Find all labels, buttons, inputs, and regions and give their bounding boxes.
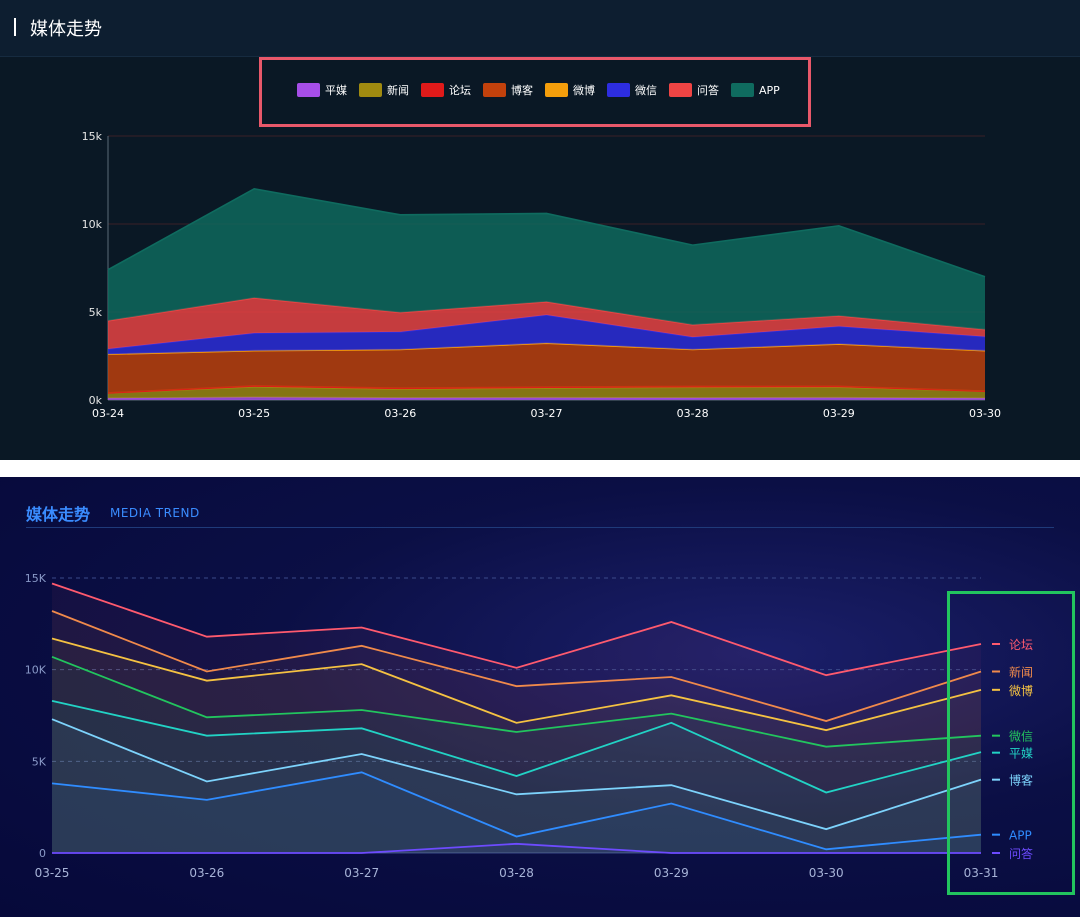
legend-item-微信[interactable]: 微信 xyxy=(607,83,657,97)
legend-label: 新闻 xyxy=(387,83,409,97)
x-tick-label: 03-24 xyxy=(92,407,124,420)
legend-item-微信[interactable]: 微信 xyxy=(992,730,1033,744)
top-chart-title: 媒体走势 xyxy=(30,19,102,40)
legend-label: 平媒 xyxy=(1009,747,1033,761)
bottom-chart-title: 媒体走势 xyxy=(26,505,91,524)
legend-label: APP xyxy=(759,84,780,97)
area-line-APP xyxy=(107,187,986,278)
x-tick-label: 03-27 xyxy=(344,866,379,880)
bottom-chart-panel: 媒体走势 MEDIA TREND 0 5K 10K 15K 03-25 03-26 03-2… xyxy=(0,477,1080,917)
legend-swatch xyxy=(297,83,320,97)
legend-swatch xyxy=(731,83,754,97)
area-series-博客[interactable] xyxy=(108,343,985,393)
x-tick-label: 03-25 xyxy=(35,866,70,880)
title-divider xyxy=(26,527,1054,528)
legend-swatch xyxy=(607,83,630,97)
legend-item-微博[interactable]: 微博 xyxy=(545,83,595,97)
legend-item-博客[interactable]: 博客 xyxy=(483,83,533,97)
y-tick-label: 5k xyxy=(89,306,103,319)
legend-label: 问答 xyxy=(697,83,719,97)
legend-swatch xyxy=(545,83,568,97)
area-series-新闻[interactable] xyxy=(108,386,985,399)
legend-label: 新闻 xyxy=(1009,665,1033,680)
x-tick-label: 03-25 xyxy=(238,407,270,420)
legend-item-新闻[interactable]: 新闻 xyxy=(359,83,409,97)
line-fill-问答 xyxy=(52,843,981,853)
line-series-微博[interactable] xyxy=(51,637,982,732)
x-tick-label: 03-27 xyxy=(531,407,563,420)
legend-label: 论坛 xyxy=(449,83,471,97)
line-fill-APP xyxy=(52,772,981,853)
legend-highlight-box xyxy=(947,591,1075,895)
legend-label: 问答 xyxy=(1009,846,1033,861)
legend-label: 博客 xyxy=(1009,773,1033,788)
line-series-新闻[interactable] xyxy=(51,610,982,722)
legend-item-新闻[interactable]: 新闻 xyxy=(992,665,1033,680)
legend-label: 博客 xyxy=(511,83,533,97)
legend-item-APP[interactable]: APP xyxy=(731,83,780,97)
legend-label: 微博 xyxy=(573,83,595,97)
y-tick-label: 0 xyxy=(39,847,46,860)
top-panel-header: 媒体走势 xyxy=(0,0,1080,57)
y-tick-label: 5K xyxy=(32,755,47,768)
legend-item-问答[interactable]: 问答 xyxy=(992,846,1033,861)
title-accent-bar xyxy=(14,18,16,36)
line-fill-博客 xyxy=(52,719,981,853)
legend-label: 微博 xyxy=(1009,683,1033,698)
legend-item-论坛[interactable]: 论坛 xyxy=(421,83,471,97)
legend-item-平媒[interactable]: 平媒 xyxy=(297,83,347,97)
x-tick-label: 03-26 xyxy=(189,866,224,880)
legend-swatch xyxy=(483,83,506,97)
area-series-APP[interactable] xyxy=(108,188,985,330)
x-tick-label: 03-28 xyxy=(499,866,534,880)
legend-swatch xyxy=(421,83,444,97)
line-series-APP[interactable] xyxy=(51,771,982,851)
area-series-问答[interactable] xyxy=(108,297,985,349)
legend-swatch xyxy=(669,83,692,97)
x-tick-label: 03-29 xyxy=(654,866,689,880)
legend-item-APP[interactable]: APP xyxy=(992,829,1032,843)
bottom-line-chart: 0 5K 10K 15K 03-25 03-26 03-27 03-28 03-29 03-30 0… xyxy=(25,572,1033,880)
legend-item-平媒[interactable]: 平媒 xyxy=(992,747,1033,761)
top-stacked-area-chart: 0k 5k 10k 15k 03-24 03-25 03-26 03-27 03-28 03-29… xyxy=(82,83,1001,420)
legend-label: 论坛 xyxy=(1009,638,1033,652)
line-fill-微信 xyxy=(52,656,981,853)
line-fill-微博 xyxy=(52,638,981,853)
legend-label: 微信 xyxy=(1009,730,1033,744)
x-tick-label: 03-31 xyxy=(964,866,999,880)
legend-label: 平媒 xyxy=(325,84,347,97)
line-series-论坛[interactable] xyxy=(51,582,982,677)
x-tick-label: 03-26 xyxy=(384,407,416,420)
bottom-chart-subtitle: MEDIA TREND xyxy=(110,506,200,520)
y-tick-label: 10k xyxy=(82,218,103,231)
legend-item-博客[interactable]: 博客 xyxy=(992,773,1033,788)
y-tick-label: 0k xyxy=(89,394,103,407)
legend-highlight-box xyxy=(259,57,811,127)
legend-label: APP xyxy=(1009,829,1032,843)
y-tick-label: 15K xyxy=(25,572,47,585)
line-series-平媒[interactable] xyxy=(51,699,982,794)
x-tick-label: 03-30 xyxy=(969,407,1001,420)
y-tick-label: 10K xyxy=(25,664,47,677)
x-tick-label: 03-28 xyxy=(677,407,709,420)
legend-item-微博[interactable]: 微博 xyxy=(992,683,1033,698)
legend-label: 微信 xyxy=(635,83,657,97)
legend-swatch xyxy=(359,83,382,97)
legend-item-论坛[interactable]: 论坛 xyxy=(992,638,1033,652)
area-series-微信[interactable] xyxy=(108,314,985,355)
line-series-微信[interactable] xyxy=(51,655,982,748)
top-chart-panel: 媒体走势 0k 5k 10k 15k 03-24 03-25 03-26 03-27 03-28… xyxy=(0,0,1080,460)
legend-item-问答[interactable]: 问答 xyxy=(669,83,719,97)
line-series-博客[interactable] xyxy=(51,718,982,831)
y-tick-label: 15k xyxy=(82,130,103,143)
x-tick-label: 03-30 xyxy=(809,866,844,880)
x-tick-label: 03-29 xyxy=(823,407,855,420)
line-series-问答[interactable] xyxy=(52,842,981,854)
